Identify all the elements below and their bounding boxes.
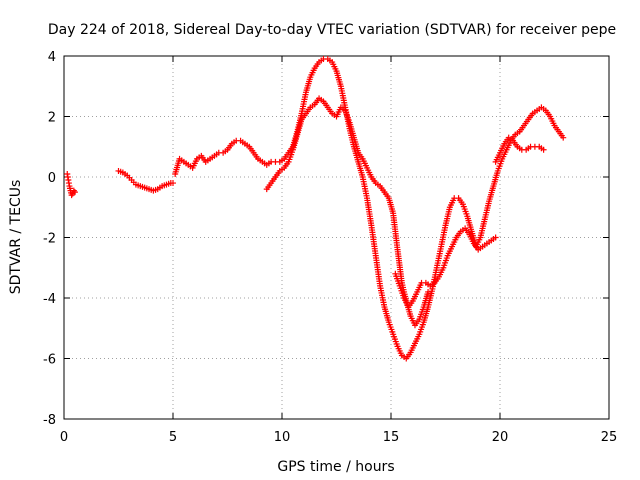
data-point: [170, 180, 176, 187]
y-tick-label: -4: [43, 292, 56, 307]
y-axis-label: SDTVAR / TECUs: [8, 180, 24, 295]
data-point: [71, 189, 78, 196]
x-tick-label: 10: [274, 430, 291, 445]
x-tick-label: 20: [492, 430, 509, 445]
y-tick-label: 4: [48, 50, 56, 65]
chart-title: Day 224 of 2018, Sidereal Day-to-day VTE…: [48, 22, 616, 38]
x-tick-label: 25: [601, 430, 618, 445]
x-tick-label: 5: [169, 430, 177, 445]
x-axis-label: GPS time / hours: [277, 459, 394, 475]
data-point: [540, 146, 547, 153]
y-tick-label: 0: [48, 171, 56, 186]
y-tick-label: -8: [43, 413, 56, 428]
data-point: [492, 234, 499, 241]
data-points: [64, 56, 567, 362]
data-point: [425, 288, 432, 295]
y-tick-label: -2: [43, 232, 56, 247]
y-tick-label: 2: [48, 111, 56, 126]
grid-lines: [64, 56, 609, 419]
y-tick-label: -6: [43, 353, 56, 368]
x-tick-label: 0: [60, 430, 68, 445]
x-tick-label: 15: [383, 430, 400, 445]
data-point: [560, 134, 567, 141]
